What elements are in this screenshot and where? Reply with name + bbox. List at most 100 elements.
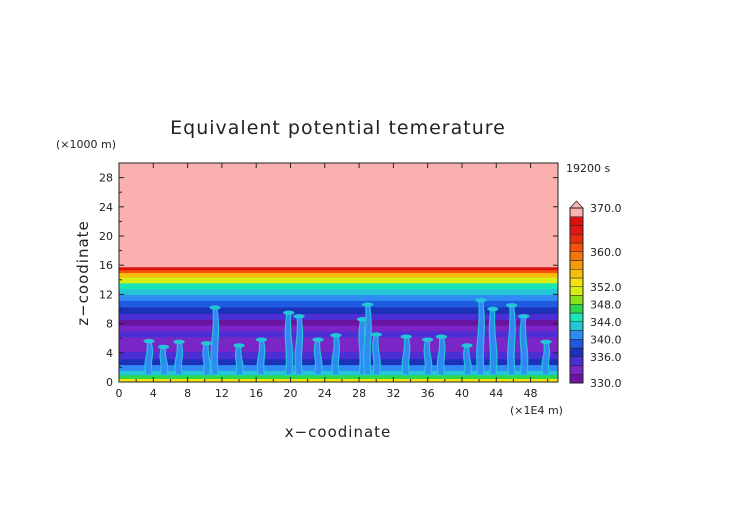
y-axis: 0 4 8 12 16 20 24 28 [99, 172, 558, 389]
x-tick-label: 8 [184, 387, 191, 400]
plume [363, 304, 372, 375]
plume-top [400, 334, 412, 339]
plume-top [312, 337, 324, 342]
x-axis-label: x−coodinate [285, 423, 392, 441]
x-tick-label: 44 [489, 387, 503, 400]
colorbar-swatch [569, 225, 584, 235]
y-tick-label: 20 [99, 230, 113, 243]
plume-top [435, 334, 448, 339]
plume-top [209, 305, 221, 310]
x-tick-label: 48 [524, 387, 538, 400]
colorbar-swatch [569, 234, 584, 244]
colorbar-swatch [569, 242, 584, 252]
colorbar: 330.0 336.0 340.0 344.0 348.0 352.0 360.0 370.0 [569, 200, 622, 390]
plume-top [293, 314, 305, 319]
time-label: 19200 s [566, 162, 610, 175]
plume [235, 345, 244, 375]
plume-top [461, 343, 473, 348]
plume-top [487, 306, 499, 312]
plume-top [505, 303, 518, 308]
colorbar-swatch [569, 286, 584, 296]
profile-band [119, 163, 558, 268]
colorbar-swatch [569, 312, 584, 322]
profile-band [119, 325, 558, 332]
y-tick-label: 0 [106, 376, 113, 389]
profile-band [119, 313, 558, 320]
colorbar-swatch [569, 216, 584, 226]
profile-band [119, 276, 558, 284]
plume [174, 341, 183, 375]
colorbar-swatch [569, 339, 584, 349]
colorbar-swatch [569, 304, 584, 314]
plot-area [119, 163, 558, 382]
y-unit-label: (×1000 m) [56, 138, 116, 151]
x-tick-label: 20 [283, 387, 297, 400]
plume-top [157, 344, 170, 350]
colorbar-swatch [569, 321, 584, 331]
colorbar-swatch [569, 295, 584, 305]
x-tick-label: 28 [352, 387, 366, 400]
colorbar-swatch [569, 347, 584, 357]
plume [295, 316, 303, 375]
colorbar-label: 344.0 [590, 316, 622, 329]
plume-top [200, 341, 213, 346]
colorbar-swatch [569, 207, 584, 217]
plume [331, 335, 340, 375]
colorbar-label: 370.0 [590, 202, 622, 215]
plume-top [475, 298, 487, 303]
x-tick-label: 16 [249, 387, 263, 400]
profile-band [119, 374, 558, 379]
plume [285, 312, 293, 375]
x-tick-label: 12 [215, 387, 229, 400]
profile-band [119, 319, 558, 326]
plume-top [283, 310, 295, 315]
colorbar-label: 360.0 [590, 246, 622, 259]
colorbar-swatch [569, 330, 584, 340]
plume [202, 343, 211, 375]
plume-top [421, 337, 434, 342]
plume [210, 307, 219, 375]
plume-top [540, 339, 552, 345]
colorbar-frame [569, 207, 584, 384]
x-tick-label: 4 [150, 387, 157, 400]
colorbar-swatch [569, 365, 584, 375]
colorbar-label: 336.0 [590, 351, 622, 364]
x-tick-label: 0 [116, 387, 123, 400]
profile-band [119, 378, 558, 382]
y-tick-label: 28 [99, 172, 113, 185]
convective-plumes [143, 298, 552, 376]
x-axis: 0 4 8 12 16 20 24 28 32 36 40 44 48 [116, 163, 549, 400]
profile-band [119, 300, 558, 308]
plume-top [255, 337, 268, 342]
colorbar-extend-max [569, 200, 584, 209]
x-tick-label: 32 [386, 387, 400, 400]
chart-title: Equivalent potential temerature [170, 117, 506, 139]
plume-top [361, 302, 374, 307]
plume [402, 336, 410, 375]
plume [520, 316, 528, 375]
y-tick-label: 12 [99, 288, 113, 301]
y-tick-label: 4 [106, 347, 113, 360]
plume [541, 341, 550, 375]
plume [160, 346, 168, 375]
plume [507, 305, 516, 375]
profile-band [119, 306, 558, 314]
colorbar-label: 352.0 [590, 281, 622, 294]
plume-top [370, 332, 382, 337]
x-unit-label: (×1E4 m) [510, 404, 563, 417]
x-tick-label: 40 [455, 387, 469, 400]
profile-band [119, 269, 558, 274]
plume [424, 339, 432, 375]
colorbar-swatch [569, 374, 584, 384]
profile-band [119, 266, 558, 271]
plume [372, 334, 381, 375]
plot-frame [118, 162, 559, 383]
profile-band [119, 272, 558, 278]
x-tick-label: 36 [421, 387, 435, 400]
plume-top [233, 343, 245, 348]
colorbar-label: 330.0 [590, 377, 622, 390]
plume [314, 339, 322, 375]
plume-top [173, 339, 185, 345]
plume-top [330, 333, 342, 338]
